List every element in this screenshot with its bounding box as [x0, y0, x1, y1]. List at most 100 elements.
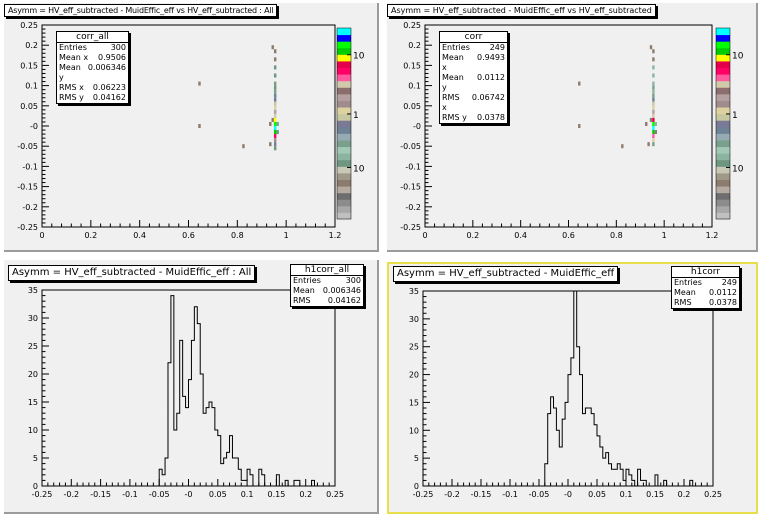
- x-tick-label: 0.2: [466, 231, 479, 240]
- histogram-bin: [568, 375, 571, 486]
- histogram-bin: [230, 436, 233, 486]
- pad-corr[interactable]: 0 0.2 0.4 0.6 0.8 1 1.2 -0.25 -0.2 -0.15 -0.1 -0.05…: [387, 3, 758, 252]
- y-tick-label: 0.05: [403, 102, 421, 111]
- y-tick-label: 0: [33, 482, 38, 491]
- stats-value: 0.06742: [471, 93, 505, 102]
- palette-swatch: [337, 100, 351, 108]
- histogram-bin: [565, 402, 568, 486]
- pad-corr-all[interactable]: 0 0.2 0.4 0.6 0.8 1 1.2 -0.25 -0.2 -0.15 -0.1 -0.05…: [4, 3, 379, 252]
- heatmap-cell: [647, 142, 650, 147]
- heatmap-cell: [652, 65, 655, 70]
- histogram-bin: [174, 430, 177, 486]
- y-tick-label: 0.15: [20, 61, 38, 70]
- stats-label: Entries: [674, 278, 702, 287]
- heatmap-cell: [273, 81, 277, 86]
- histogram-bin: [180, 340, 183, 486]
- heatmap-cell: [649, 45, 653, 50]
- heatmap-cell: [273, 130, 277, 135]
- pad-h1corr[interactable]: -0.25 -0.2 -0.15 -0.1 -0.05 -0 0.05 0.1 0.15 0.2 0…: [387, 262, 758, 514]
- y-tick-label: 35: [28, 286, 38, 295]
- histogram-bin: [612, 469, 615, 486]
- heatmap-cell: [273, 93, 277, 98]
- heatmap-cell: [652, 130, 655, 135]
- histogram-bin: [571, 358, 574, 486]
- x-tick-label: -0.15: [90, 490, 111, 499]
- histogram-bin: [238, 469, 241, 486]
- stats-value: 300: [110, 43, 126, 52]
- palette-swatch: [716, 205, 730, 213]
- palette-swatch: [337, 41, 351, 49]
- palette-swatch: [716, 139, 730, 148]
- histogram-bin: [247, 469, 250, 486]
- histogram-bin: [312, 480, 315, 486]
- y-tick-label: 5: [33, 454, 38, 463]
- h1corr-all-plot: -0.25 -0.2 -0.15 -0.1 -0.05 -0 0.05 0.1 0.15 0.2 0…: [28, 286, 344, 499]
- palette-swatch: [337, 186, 351, 194]
- heatmap-cell: [273, 57, 277, 62]
- stats-label: RMS x: [59, 83, 84, 92]
- stats-label: Entries: [442, 43, 470, 52]
- palette-swatch: [716, 120, 730, 128]
- palette-swatch: [337, 212, 351, 220]
- x-tick-label: -0.1: [502, 490, 518, 499]
- corr-plot: 0 0.2 0.4 0.6 0.8 1 1.2 -0.25 -0.2 -0.15 -0.1 -0.05…: [400, 21, 743, 240]
- histogram-bin: [232, 458, 235, 486]
- pad-h1corr-all[interactable]: -0.25 -0.2 -0.15 -0.1 -0.05 -0 0.05 0.1 0.15 0.2 0…: [4, 260, 379, 514]
- heatmap-cell: [273, 49, 277, 54]
- x-tick-label: 1.2: [329, 231, 342, 240]
- stats-value: 249: [489, 43, 505, 52]
- histogram-bin: [620, 469, 623, 486]
- pad-title: Asymm = HV_eff_subtracted - MuidEffic_ef…: [393, 266, 619, 282]
- stats-value: 0.006346: [87, 63, 126, 72]
- palette-swatch: [337, 60, 351, 69]
- x-tick-label: -0.25: [413, 490, 434, 499]
- palette-swatch: [716, 166, 730, 174]
- histogram-bin: [189, 380, 192, 486]
- heatmap-cell: [242, 144, 245, 149]
- stats-value: 249: [721, 278, 737, 287]
- heatmap-cell: [652, 142, 655, 147]
- y-tick-label: -0.25: [17, 223, 38, 232]
- heatmap-cell: [273, 109, 277, 114]
- histogram-bin: [609, 464, 612, 486]
- pad-title: Asymm = HV_eff_subtracted - MuidEffic_ef…: [4, 4, 278, 17]
- heatmap-cell: [652, 85, 655, 90]
- histogram-bin: [562, 419, 565, 486]
- stats-value: 0.0112: [709, 288, 737, 297]
- heatmap-cell: [652, 134, 655, 139]
- y-tick-label: -0.2: [405, 203, 421, 212]
- x-tick-label: 0.6: [562, 231, 575, 240]
- histogram-bin: [212, 408, 215, 486]
- x-tick-label: -0: [564, 490, 572, 499]
- histogram-bin: [623, 480, 626, 486]
- x-tick-label: 0.15: [646, 490, 664, 499]
- histogram-bin: [551, 397, 554, 486]
- palette-swatch: [337, 54, 351, 62]
- y-tick-label: 0.1: [25, 82, 38, 91]
- y-tick-label: 10: [28, 426, 38, 435]
- palette-swatch: [337, 74, 351, 82]
- palette-swatch: [716, 199, 730, 207]
- histogram-bin: [641, 480, 644, 486]
- palette-swatch: [337, 93, 351, 101]
- x-tick-label: 0.05: [209, 490, 227, 499]
- y-tick-label: -0.2: [22, 203, 38, 212]
- palette-swatch: [337, 179, 351, 187]
- y-tick-label: 10: [409, 426, 419, 435]
- heatmap-cell: [273, 134, 277, 139]
- histogram-bin: [629, 475, 632, 486]
- palette-swatch: [716, 54, 730, 62]
- stats-label: RMS y: [59, 93, 84, 102]
- histogram-bin: [276, 475, 279, 486]
- palette-swatch: [337, 205, 351, 213]
- y-tick-label: -0.05: [17, 142, 38, 151]
- x-tick-label: 0.1: [241, 490, 254, 499]
- palette-label: 10: [353, 52, 365, 62]
- histogram-bin: [545, 464, 548, 486]
- histogram-bin: [597, 436, 600, 486]
- x-tick-label: -0.2: [444, 490, 460, 499]
- x-tick-label: 0: [39, 231, 44, 240]
- x-tick-label: 0.2: [84, 231, 97, 240]
- heatmap-cell: [652, 57, 655, 62]
- heatmap-cell: [621, 144, 624, 149]
